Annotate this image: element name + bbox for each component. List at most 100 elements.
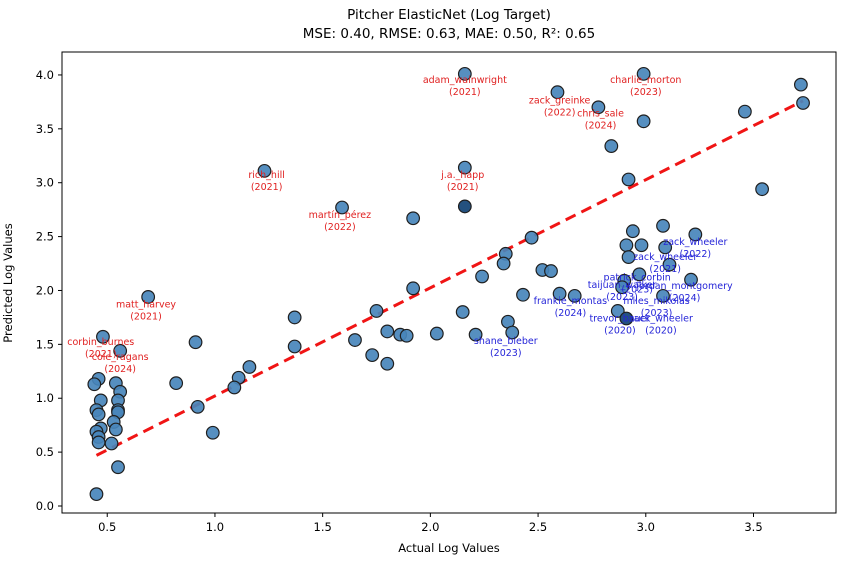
player-year: (2021) [251, 182, 283, 193]
data-point [457, 160, 472, 175]
data-point [634, 238, 649, 253]
player-name: charlie_morton [610, 75, 681, 86]
x-tick-label: 2.5 [529, 520, 547, 534]
player-name: corbin_burnes [67, 337, 134, 348]
data-point [455, 305, 470, 319]
player-annotation: charlie_morton (2023) [610, 75, 681, 98]
player-name: taijuan_walker [588, 280, 657, 291]
player-annotation: zack_greinke (2022) [529, 96, 591, 119]
player-name: shane_bieber [474, 336, 538, 347]
data-point [524, 230, 539, 245]
data-point [227, 380, 242, 395]
data-point [610, 304, 625, 318]
data-point [468, 327, 483, 342]
player-name: matt_harvey [116, 299, 176, 310]
x-tick-label: 3.0 [637, 520, 655, 534]
player-year: (2021) [649, 264, 681, 275]
player-name: adam_wainwright [423, 75, 507, 86]
data-point [287, 310, 302, 325]
data-point [457, 66, 472, 81]
data-point [658, 240, 673, 255]
player-annotation: chris_sale (2024) [577, 109, 624, 132]
data-point [621, 250, 636, 264]
identity-line [95, 99, 804, 457]
chart-subtitle: MSE: 0.40, RMSE: 0.63, MAE: 0.50, R²: 0.… [302, 26, 596, 42]
data-point [636, 114, 651, 129]
player-year: (2021) [85, 349, 117, 360]
player-name: jordan_montgomery [636, 281, 733, 292]
player-year: (2021) [447, 182, 479, 193]
player-year: (2024) [104, 364, 136, 375]
data-point [737, 104, 752, 119]
data-point [656, 218, 670, 233]
data-point [544, 264, 558, 278]
player-annotation: frankie_montas (2024) [534, 296, 607, 319]
data-point [169, 376, 184, 391]
player-annotation: matt_harvey (2021) [116, 299, 176, 322]
player-year: (2022) [324, 222, 356, 233]
data-point [380, 324, 395, 339]
y-tick-label: 1.5 [36, 337, 54, 351]
y-tick-label: 4.0 [36, 68, 54, 82]
x-tick-label: 3.5 [744, 520, 762, 534]
data-point [257, 163, 272, 178]
player-year: (2020) [645, 325, 677, 336]
player-annotation: trevor_bauer (2020) [589, 313, 650, 336]
player-annotation: shane_bieber (2023) [474, 336, 538, 359]
x-tick-label: 1.0 [206, 520, 224, 534]
player-year: (2021) [449, 87, 481, 98]
player-annotation: zack_wheeler (2021) [633, 252, 697, 275]
data-point [190, 399, 205, 414]
data-point [429, 326, 444, 341]
player-annotation: martín_pérez (2022) [309, 210, 372, 233]
data-point [636, 66, 651, 81]
player-name: martín_pérez [309, 210, 372, 221]
player-name: trevor_bauer [589, 313, 650, 324]
data-point [335, 200, 349, 215]
x-axis-label: Actual Log Values [398, 541, 500, 555]
data-point [108, 422, 123, 437]
data-point [188, 335, 203, 350]
data-point [475, 269, 489, 284]
data-point [380, 356, 395, 371]
data-point [796, 96, 810, 110]
data-point [684, 272, 698, 287]
player-annotation: j.a._happ (2021) [440, 170, 484, 193]
player-year: (2023) [606, 292, 638, 303]
y-tick-label: 2.5 [36, 230, 54, 244]
player-annotation: rich_hill (2021) [248, 170, 284, 193]
data-point [91, 407, 106, 422]
data-point [113, 343, 128, 358]
y-tick-label: 0.0 [36, 499, 54, 513]
player-name: zack_greinke [529, 96, 591, 107]
y-tick-label: 0.5 [36, 445, 54, 459]
player-annotation: miles_mikolas (2023) [623, 296, 689, 319]
data-point [348, 333, 362, 347]
data-point [111, 460, 125, 475]
player-year: (2024) [669, 293, 701, 304]
y-tick-label: 3.0 [36, 176, 54, 190]
player-year: (2023) [490, 348, 522, 359]
x-tick-label: 0.5 [98, 520, 116, 534]
data-point [406, 211, 421, 226]
data-point [205, 425, 220, 440]
y-axis-label: Predicted Log Values [1, 223, 15, 343]
player-year: (2024) [585, 121, 617, 132]
player-year: (2022) [544, 108, 576, 119]
player-name: rich_hill [248, 170, 284, 181]
data-point [656, 288, 670, 303]
data-point [591, 100, 606, 115]
data-point [89, 487, 104, 502]
player-annotation: jordan_montgomery (2024) [636, 281, 733, 304]
data-point [552, 286, 567, 301]
data-point [604, 139, 619, 153]
data-point [550, 85, 565, 100]
data-point [141, 290, 156, 304]
player-year: (2020) [604, 325, 636, 336]
player-name: zack_wheeler [663, 237, 727, 248]
player-year: (2021) [130, 311, 162, 322]
player-annotation: corbin_burnes (2021) [67, 337, 134, 360]
data-point [567, 288, 582, 303]
